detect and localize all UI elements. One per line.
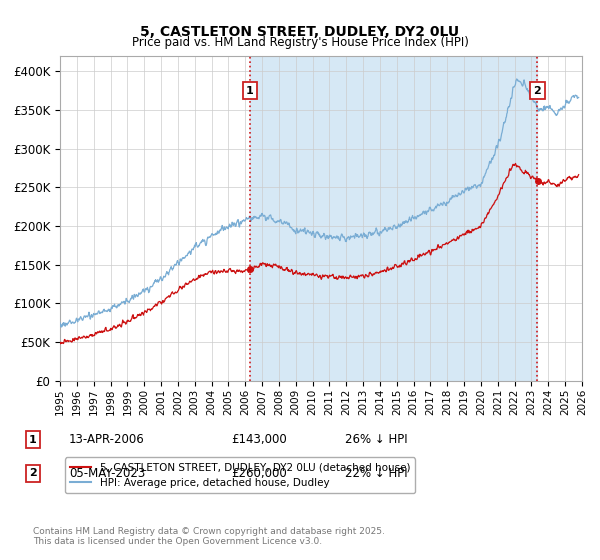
Text: Price paid vs. HM Land Registry's House Price Index (HPI): Price paid vs. HM Land Registry's House … [131, 36, 469, 49]
Text: 26% ↓ HPI: 26% ↓ HPI [345, 433, 407, 446]
Text: 1: 1 [29, 435, 37, 445]
Text: £260,000: £260,000 [231, 466, 287, 480]
Legend: 5, CASTLETON STREET, DUDLEY, DY2 0LU (detached house), HPI: Average price, detac: 5, CASTLETON STREET, DUDLEY, DY2 0LU (de… [65, 458, 415, 493]
Bar [250, 56, 538, 381]
Text: 1: 1 [246, 86, 254, 96]
Text: 2: 2 [29, 468, 37, 478]
Text: 22% ↓ HPI: 22% ↓ HPI [345, 466, 407, 480]
Text: 05-MAY-2023: 05-MAY-2023 [69, 466, 145, 480]
Text: Contains HM Land Registry data © Crown copyright and database right 2025.
This d: Contains HM Land Registry data © Crown c… [33, 526, 385, 546]
Text: 2: 2 [533, 86, 541, 96]
Text: £143,000: £143,000 [231, 433, 287, 446]
Text: 13-APR-2006: 13-APR-2006 [69, 433, 145, 446]
Text: 5, CASTLETON STREET, DUDLEY, DY2 0LU: 5, CASTLETON STREET, DUDLEY, DY2 0LU [140, 25, 460, 39]
